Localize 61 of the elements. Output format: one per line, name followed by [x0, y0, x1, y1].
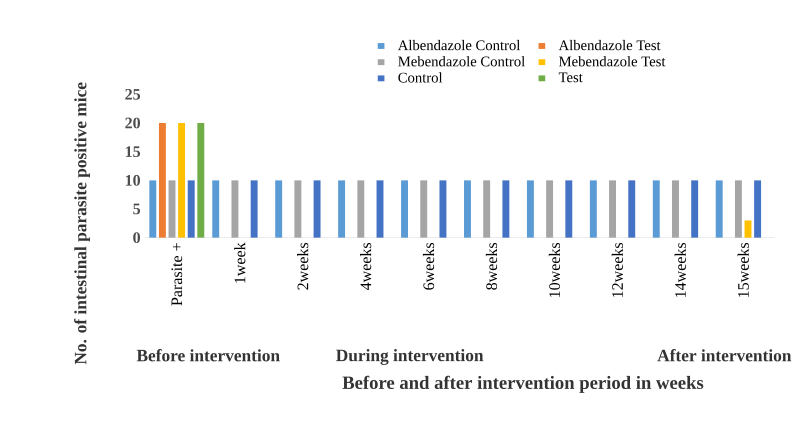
y-tick-label: 20 — [125, 118, 140, 128]
bar — [149, 180, 156, 238]
y-tick-label: 25 — [125, 88, 140, 100]
y-tick-label: 5 — [133, 204, 140, 214]
bar — [526, 180, 534, 238]
bar — [691, 180, 698, 238]
bar — [628, 180, 636, 238]
legend-label: Mebendazole Test — [558, 56, 666, 66]
bar — [744, 220, 752, 238]
legend-label: Albendazole Test — [558, 40, 661, 50]
x-tick-label: 15weeks — [738, 242, 749, 297]
bar — [502, 180, 510, 238]
bar — [197, 123, 204, 238]
bar — [565, 180, 572, 238]
text: Before intervention — [136, 349, 280, 362]
x-tick-label: 1week — [234, 242, 246, 283]
y-axis-title: No. of intestinal parasite positive mice — [74, 82, 90, 364]
bar — [212, 180, 220, 238]
text: During intervention — [336, 349, 484, 365]
legend-label: Mebendazole Control — [398, 56, 525, 66]
bar — [294, 180, 302, 238]
bar — [716, 180, 723, 238]
legend-label: Albendazole Control — [398, 40, 520, 50]
x-tick-label: 10weeks — [548, 242, 560, 297]
bar — [250, 180, 258, 238]
bar — [652, 180, 660, 238]
bar — [376, 180, 384, 238]
x-tick-label: Parasite + — [171, 243, 182, 306]
bar — [734, 180, 742, 238]
bar — [188, 180, 195, 238]
y-tick-label: 10 — [126, 174, 140, 186]
bar — [439, 180, 446, 238]
bar — [178, 123, 186, 238]
bar — [401, 180, 408, 238]
bar — [168, 180, 176, 238]
text: After intervention — [657, 349, 792, 362]
bar — [483, 180, 490, 238]
legend-label: Test — [558, 72, 583, 82]
y-tick-label: 15 — [126, 146, 140, 158]
bar — [357, 180, 364, 238]
bar — [231, 180, 238, 238]
bar — [420, 180, 428, 238]
x-tick-label: 2weeks — [297, 242, 308, 290]
bar — [464, 180, 471, 238]
x-tick-label: 4weeks — [360, 242, 372, 290]
x-tick-label: 6weeks — [422, 242, 434, 290]
x-tick-label: 8weeks — [486, 242, 498, 290]
legend-label: Control — [398, 72, 442, 83]
x-axis-title: Before and after intervention period in weeks — [342, 376, 704, 393]
bar — [590, 180, 597, 238]
bar — [672, 180, 679, 238]
bar — [275, 180, 282, 238]
bar — [338, 180, 346, 238]
y-tick-label: 0 — [133, 232, 140, 244]
x-tick-label: 12weeks — [612, 242, 623, 297]
x-tick-label: 14weeks — [674, 242, 686, 297]
bar — [158, 123, 166, 238]
bar — [314, 180, 321, 238]
bar — [546, 180, 554, 238]
bar — [754, 180, 762, 238]
bar — [609, 180, 616, 238]
